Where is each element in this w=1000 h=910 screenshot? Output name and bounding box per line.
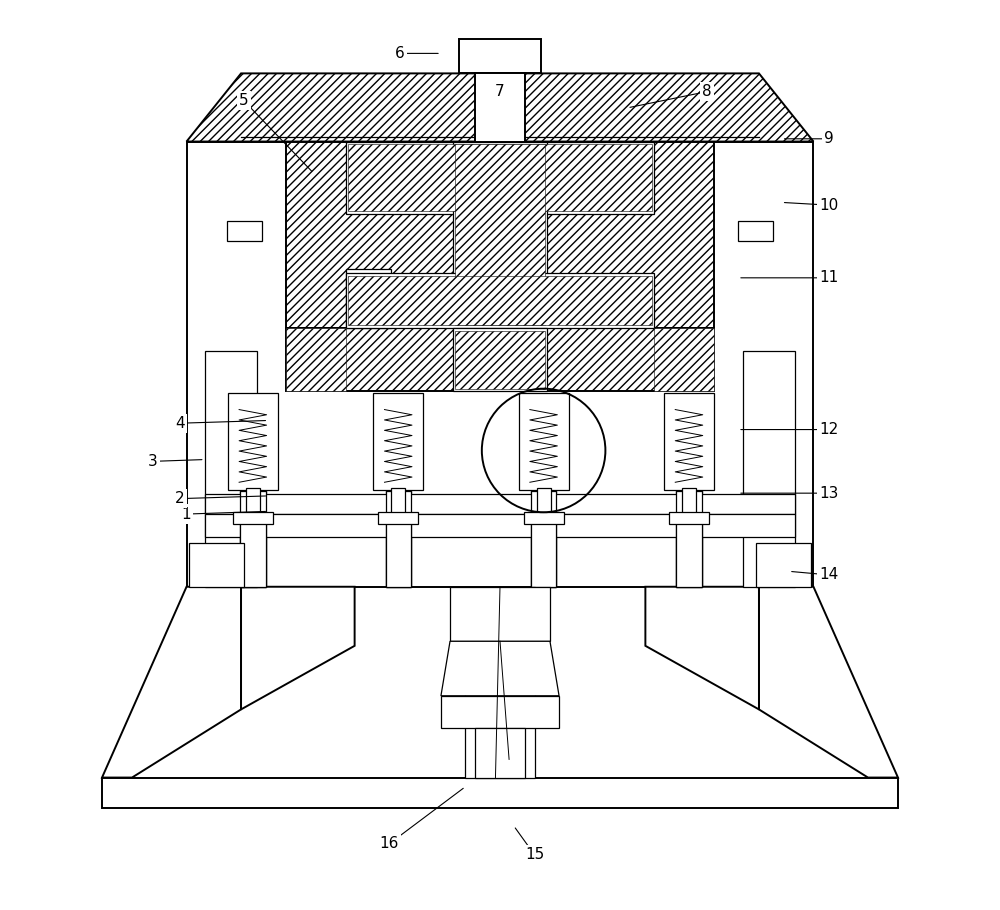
Bar xyxy=(475,74,525,142)
Bar xyxy=(205,350,257,587)
Text: 3: 3 xyxy=(148,454,158,469)
Bar xyxy=(348,276,652,325)
Text: 11: 11 xyxy=(819,270,839,286)
Bar xyxy=(187,142,813,587)
Bar xyxy=(676,491,702,587)
Bar xyxy=(228,393,278,490)
Bar xyxy=(346,273,654,328)
Bar xyxy=(524,512,564,524)
Bar xyxy=(240,491,266,587)
Bar xyxy=(531,396,556,587)
Polygon shape xyxy=(241,587,355,710)
Bar xyxy=(453,142,547,328)
Polygon shape xyxy=(645,587,759,710)
Bar xyxy=(386,514,411,587)
Bar xyxy=(205,494,795,514)
Bar xyxy=(233,512,273,524)
Bar xyxy=(378,512,418,524)
Polygon shape xyxy=(187,74,813,142)
Bar xyxy=(348,145,652,211)
Bar xyxy=(676,396,702,587)
Bar xyxy=(459,39,541,74)
Text: 14: 14 xyxy=(819,568,839,582)
Bar xyxy=(286,142,714,328)
Bar xyxy=(676,514,702,587)
Bar xyxy=(240,396,266,587)
Text: 10: 10 xyxy=(819,197,839,213)
Bar xyxy=(537,488,551,515)
Bar xyxy=(102,777,898,807)
Bar xyxy=(738,221,773,241)
Polygon shape xyxy=(441,642,559,696)
Bar xyxy=(756,543,811,587)
Bar xyxy=(286,328,346,391)
Text: 7: 7 xyxy=(495,84,505,99)
Bar xyxy=(455,145,545,325)
Text: 5: 5 xyxy=(239,93,249,108)
Bar xyxy=(455,330,545,389)
Bar xyxy=(286,328,714,391)
Bar xyxy=(682,488,696,515)
Bar xyxy=(346,268,391,328)
Text: 1: 1 xyxy=(182,507,191,521)
Bar xyxy=(654,328,714,391)
Bar xyxy=(664,393,714,490)
Polygon shape xyxy=(759,587,898,777)
Bar xyxy=(227,221,262,241)
Bar xyxy=(246,488,260,515)
Text: 13: 13 xyxy=(819,486,839,501)
Bar xyxy=(240,514,266,587)
Bar xyxy=(453,328,547,391)
Text: 9: 9 xyxy=(824,131,834,147)
Bar xyxy=(743,350,795,587)
Bar xyxy=(519,393,569,490)
Bar xyxy=(465,587,535,777)
Text: 8: 8 xyxy=(702,84,712,99)
Bar xyxy=(346,142,654,214)
Text: 4: 4 xyxy=(175,416,185,430)
Bar xyxy=(391,488,405,515)
Bar xyxy=(373,393,423,490)
Text: 6: 6 xyxy=(395,46,405,61)
Text: 12: 12 xyxy=(819,422,839,437)
Text: 16: 16 xyxy=(379,836,399,852)
Polygon shape xyxy=(102,587,241,777)
Bar xyxy=(669,512,709,524)
Text: 2: 2 xyxy=(175,491,185,506)
Bar xyxy=(386,396,411,587)
Text: 15: 15 xyxy=(525,847,544,863)
Bar xyxy=(205,514,795,537)
Bar xyxy=(189,543,244,587)
Bar xyxy=(450,587,550,642)
Bar xyxy=(441,696,559,728)
Bar xyxy=(531,491,556,587)
Bar xyxy=(531,514,556,587)
Bar xyxy=(386,491,411,587)
Bar xyxy=(475,728,525,777)
